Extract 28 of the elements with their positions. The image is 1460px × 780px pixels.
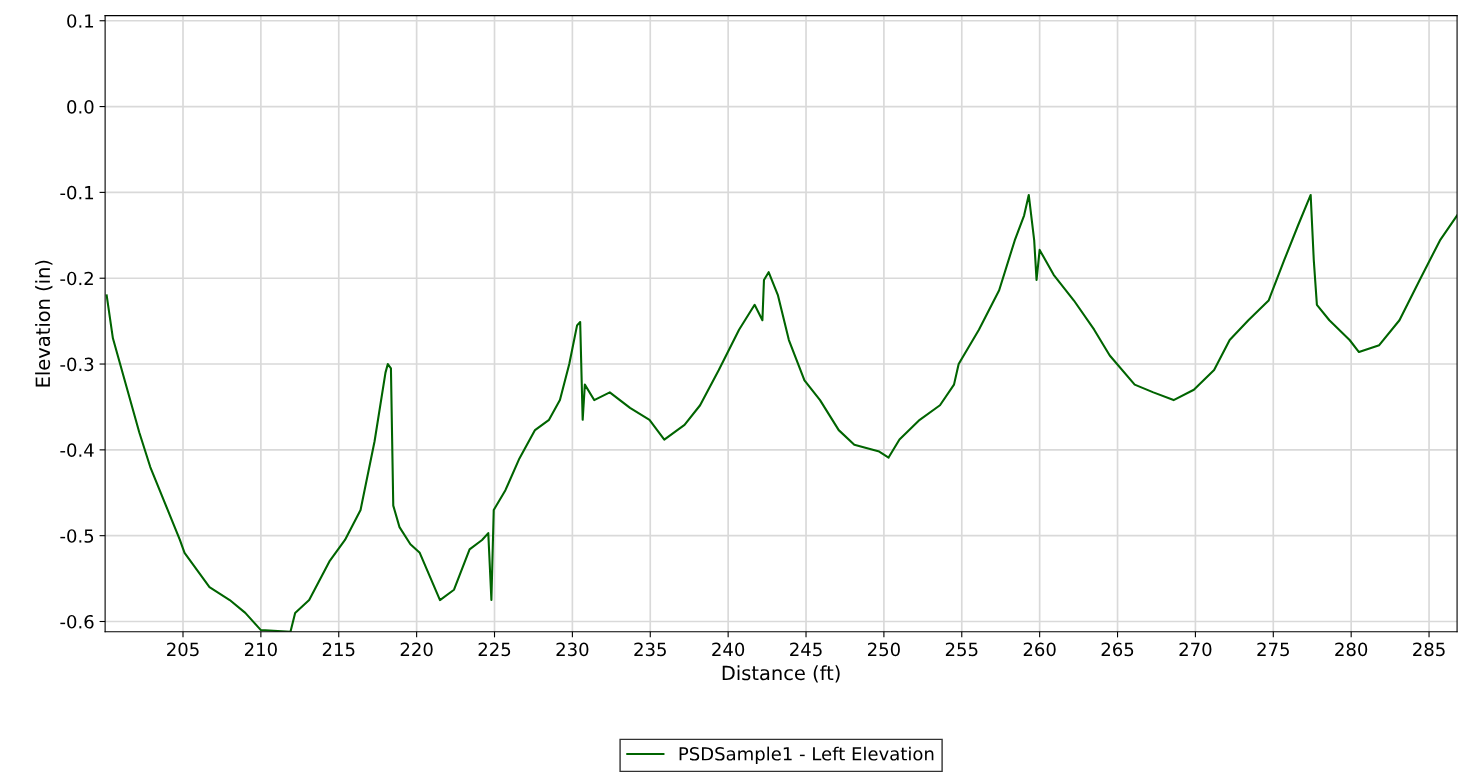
x-tick-label: 225 <box>478 642 511 657</box>
x-tick-label: 205 <box>167 642 199 657</box>
y-tick-label: -0.6 <box>60 614 94 629</box>
y-tick-label: -0.5 <box>60 529 94 543</box>
x-tick-label: 255 <box>945 642 978 657</box>
x-tick-label: 260 <box>1023 642 1056 657</box>
x-tick-label: 240 <box>712 642 745 657</box>
x-axis-title: Distance (ft) <box>722 665 840 683</box>
x-tick-label: 265 <box>1101 642 1134 657</box>
x-tick-label: 245 <box>790 642 822 657</box>
x-tick-label: 210 <box>244 642 277 657</box>
y-tick-label: 0.1 <box>67 14 94 28</box>
x-tick-label: 270 <box>1179 642 1212 657</box>
y-tick-label: 0.0 <box>67 100 94 114</box>
x-tick-label: 275 <box>1257 642 1289 657</box>
x-tick-label: 215 <box>322 642 355 657</box>
legend-label: PSDSample1 - Left Elevation <box>679 746 934 765</box>
y-tick-label: -0.2 <box>60 271 93 286</box>
y-tick-label: -0.1 <box>60 185 94 200</box>
y-axis-title: Elevation (in) <box>35 260 53 387</box>
x-tick-label: 280 <box>1335 642 1368 657</box>
x-tick-label: 250 <box>867 642 900 657</box>
x-tick-label: 235 <box>634 642 666 657</box>
x-tick-label: 230 <box>556 642 589 657</box>
y-tick-label: -0.3 <box>60 357 94 372</box>
y-tick-label: -0.4 <box>60 443 94 457</box>
x-tick-label: 285 <box>1413 642 1445 657</box>
x-tick-label: 220 <box>400 642 433 657</box>
